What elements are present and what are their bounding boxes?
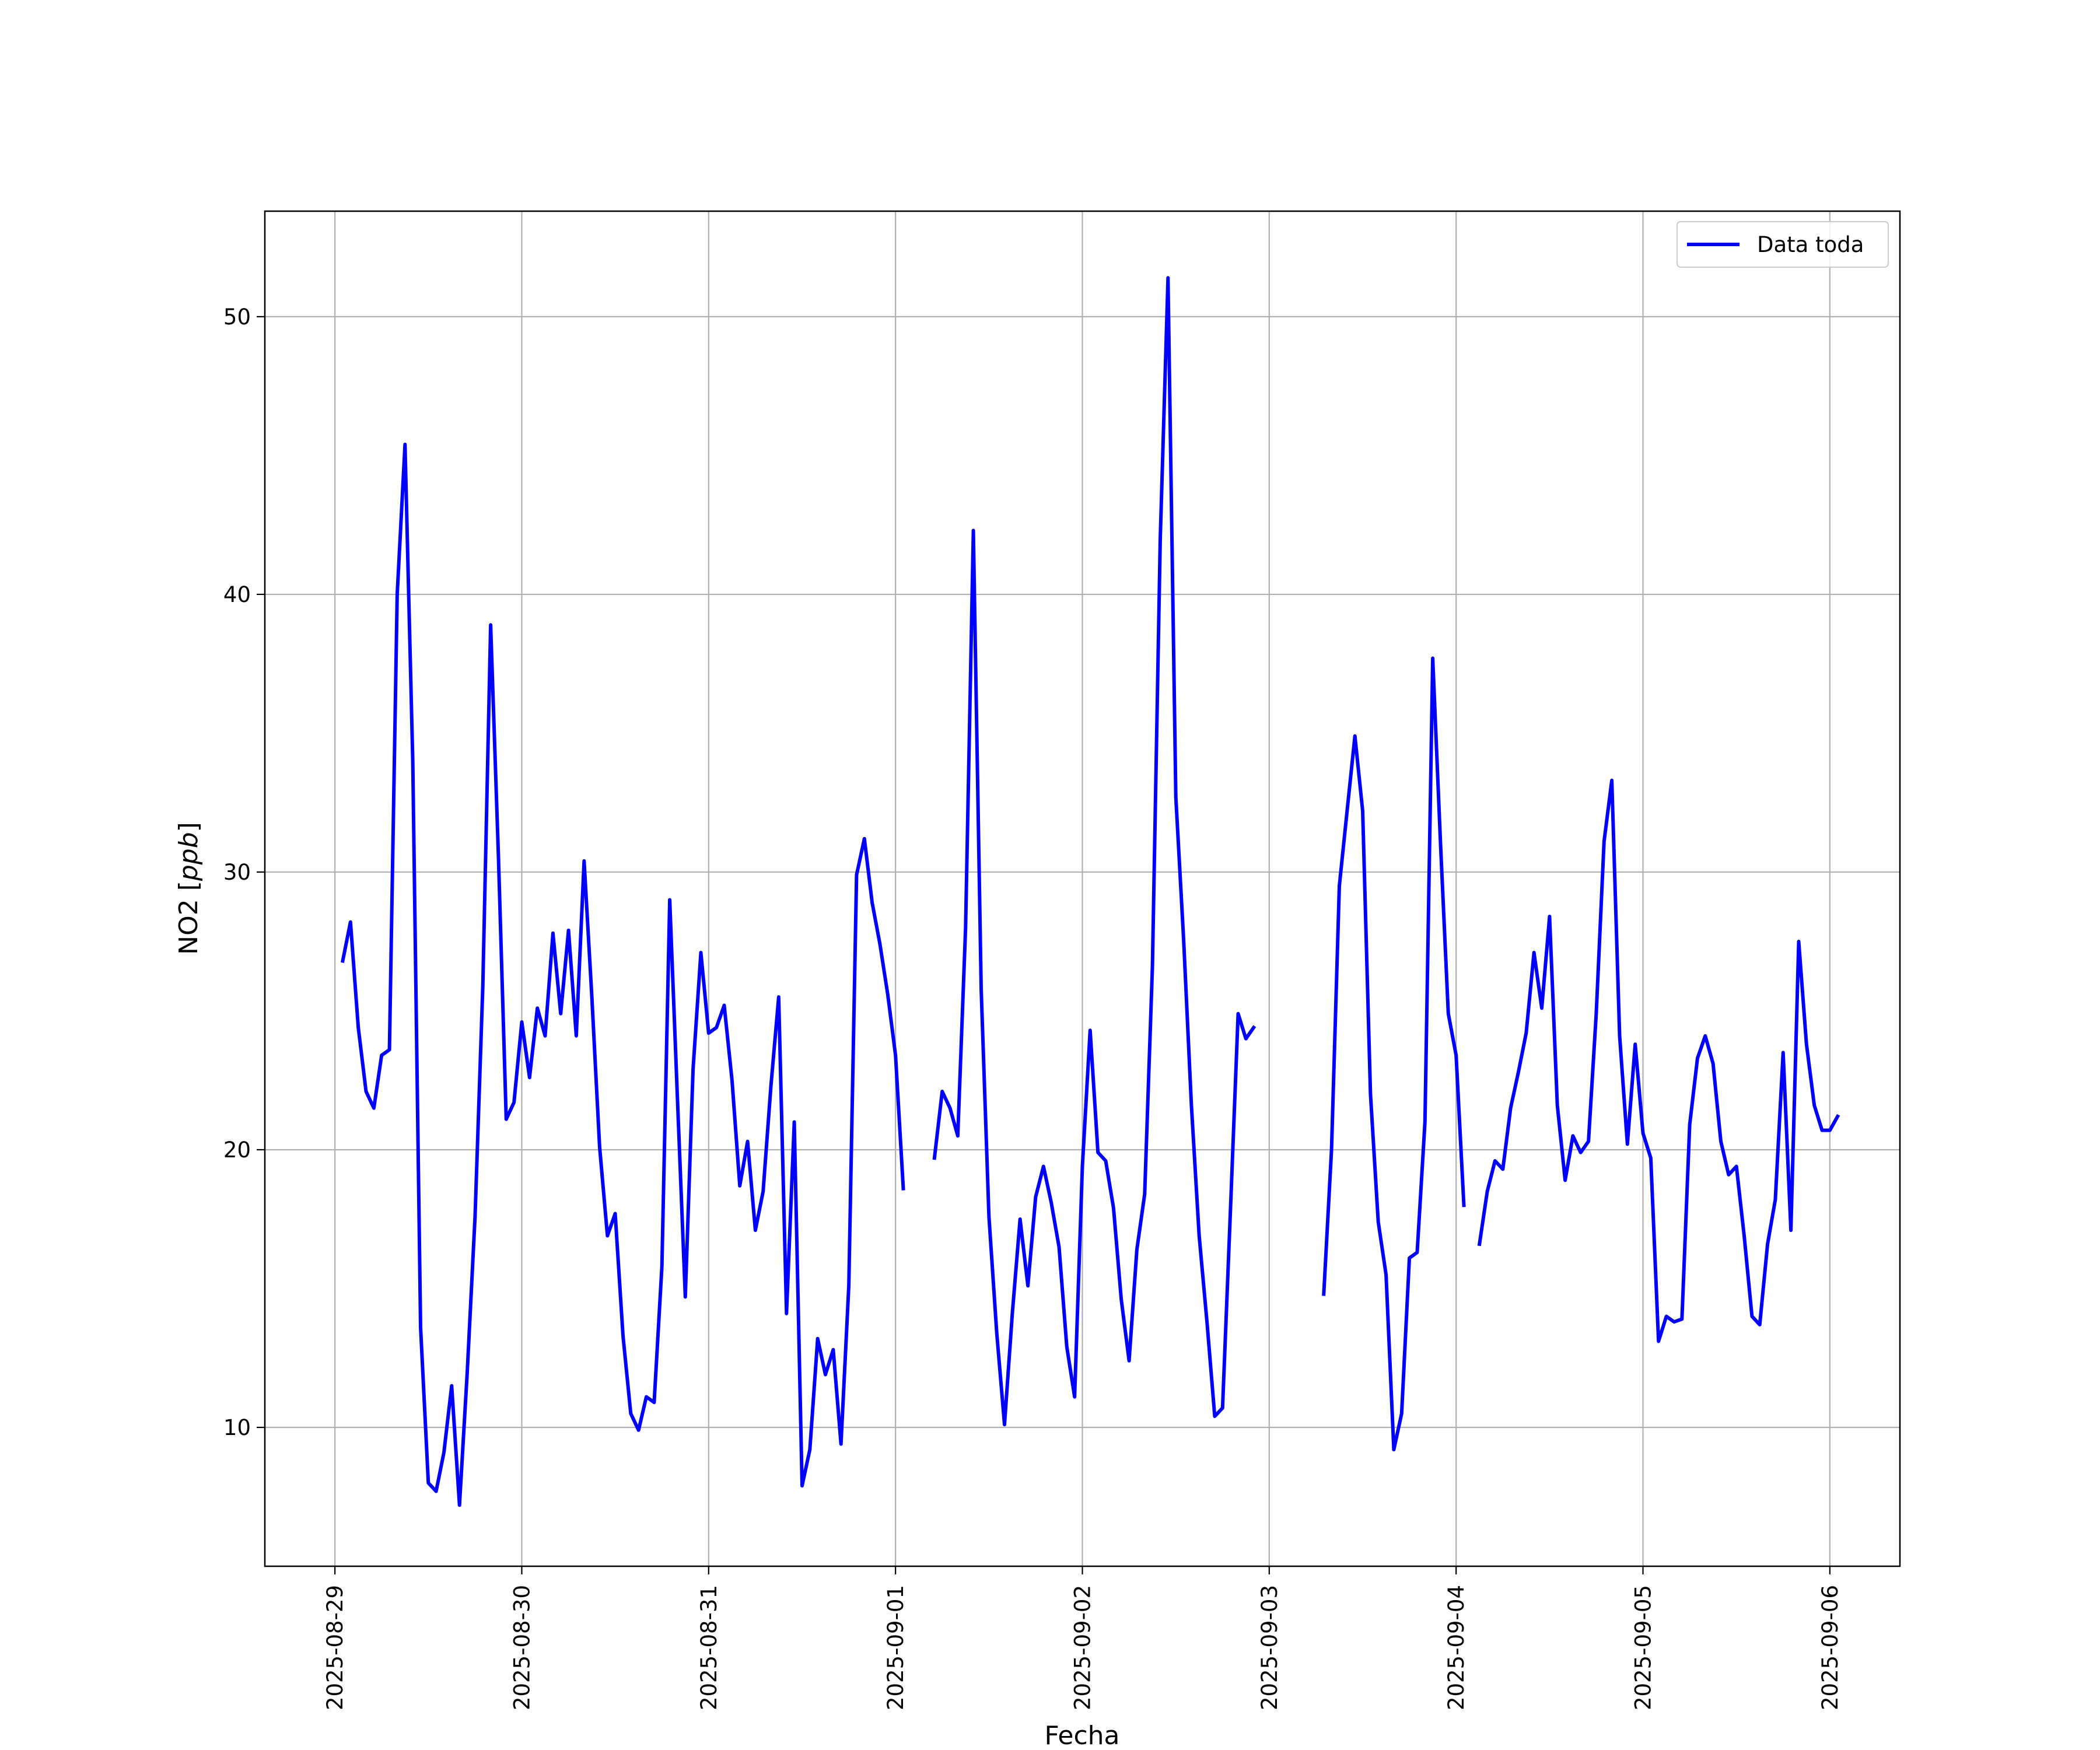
x-tick-label: 2025-09-06 xyxy=(1818,1585,1843,1710)
series-layer xyxy=(340,276,1840,1507)
y-tick-label: 50 xyxy=(223,304,251,330)
series-line-segment xyxy=(1322,656,1466,1452)
x-tick-label: 2025-09-01 xyxy=(883,1585,908,1710)
x-tick-label: 2025-08-30 xyxy=(509,1585,534,1710)
y-tick-label: 40 xyxy=(223,582,251,607)
x-tick-label: 2025-09-02 xyxy=(1070,1585,1096,1710)
legend-box xyxy=(1676,221,1889,268)
x-tick-label: 2025-08-31 xyxy=(696,1585,722,1710)
x-tick-label: 2025-09-05 xyxy=(1631,1585,1656,1710)
x-axis-label: Fecha xyxy=(1044,1721,1119,1750)
y-axis-label: NO2 [ppb] xyxy=(174,822,204,955)
y-axis-label-close: ] xyxy=(174,822,204,832)
legend-label: Data toda xyxy=(1757,232,1864,257)
x-axis-ticks: 2025-08-29 2025-08-30 2025-08-31 2025-09-01… xyxy=(323,1566,1843,1710)
y-tick-label: 30 xyxy=(223,860,251,885)
y-axis-label-unit: ppb xyxy=(174,832,204,881)
series-line-segment xyxy=(340,442,905,1507)
legend: Data toda xyxy=(1676,221,1889,268)
y-axis-label-main: NO2 [ xyxy=(174,881,204,955)
y-tick-label: 20 xyxy=(223,1138,251,1163)
series-line-segment xyxy=(1477,778,1840,1343)
x-tick-label: 2025-09-03 xyxy=(1257,1585,1282,1710)
y-tick-label: 10 xyxy=(223,1415,251,1440)
x-tick-label: 2025-08-29 xyxy=(323,1585,348,1710)
y-axis-ticks: 10 20 30 40 50 xyxy=(223,304,265,1440)
x-tick-label: 2025-09-04 xyxy=(1444,1585,1469,1710)
series-line-segment xyxy=(932,276,1256,1427)
